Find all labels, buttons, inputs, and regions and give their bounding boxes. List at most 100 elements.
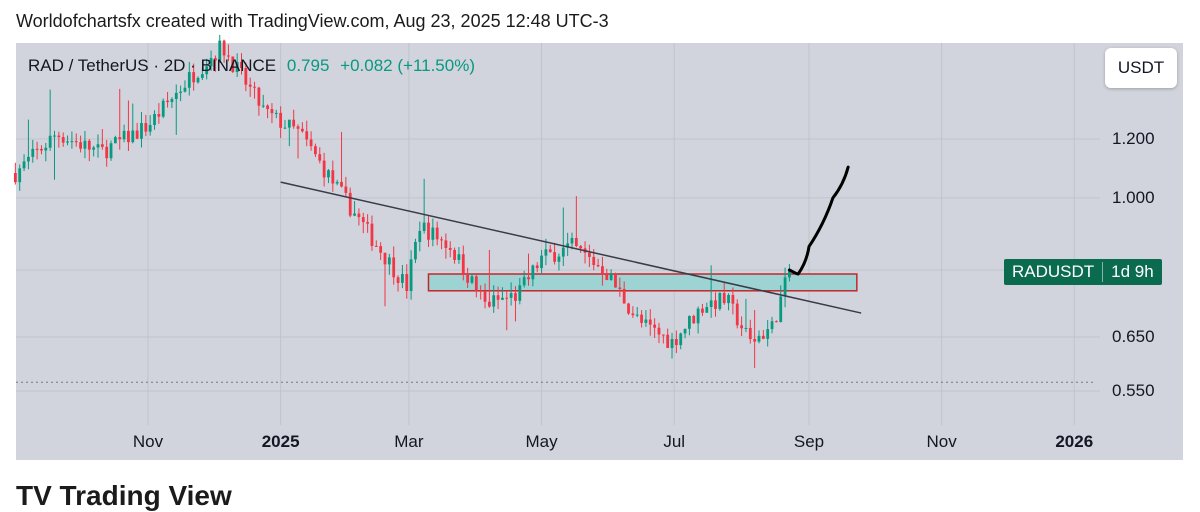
candle-body bbox=[300, 128, 304, 132]
candle bbox=[553, 242, 557, 265]
candle bbox=[96, 134, 100, 158]
candle bbox=[492, 285, 496, 313]
candle-body bbox=[657, 327, 661, 335]
candle bbox=[205, 58, 209, 80]
x-tick-label: Mar bbox=[394, 432, 424, 451]
y-tick-label: 1.200 bbox=[1112, 129, 1155, 148]
candle-body bbox=[601, 266, 604, 275]
candle bbox=[461, 245, 465, 281]
candle bbox=[331, 160, 335, 192]
candle-body bbox=[357, 213, 361, 218]
candle bbox=[327, 169, 330, 184]
candle-body bbox=[788, 270, 791, 278]
badge-divider bbox=[1102, 262, 1104, 282]
candle bbox=[344, 176, 348, 197]
candle-body bbox=[92, 147, 96, 150]
candle bbox=[196, 76, 200, 84]
candle bbox=[727, 293, 730, 311]
candle bbox=[144, 114, 148, 137]
candle bbox=[444, 233, 448, 259]
candle-body bbox=[422, 222, 426, 231]
candle-body bbox=[353, 213, 356, 216]
candle-body bbox=[87, 140, 91, 150]
candle bbox=[140, 111, 143, 148]
candle-body bbox=[779, 296, 783, 323]
candle bbox=[27, 119, 30, 170]
candle-body bbox=[479, 290, 483, 292]
candle bbox=[127, 100, 130, 151]
candle-body bbox=[322, 160, 326, 178]
candle bbox=[527, 253, 530, 286]
candle-body bbox=[440, 239, 443, 241]
candle-body bbox=[753, 339, 757, 342]
y-tick-label: 1.000 bbox=[1112, 187, 1155, 207]
candle-body bbox=[344, 186, 348, 193]
candle bbox=[18, 164, 22, 191]
candle-body bbox=[340, 181, 343, 187]
candle bbox=[348, 187, 352, 218]
candle bbox=[740, 316, 743, 337]
candle bbox=[470, 273, 474, 285]
candle-body bbox=[714, 300, 717, 309]
candle-body bbox=[487, 301, 491, 307]
candle bbox=[44, 142, 48, 162]
candle bbox=[66, 135, 69, 146]
candle bbox=[31, 139, 35, 163]
candle bbox=[788, 264, 791, 282]
candle bbox=[13, 162, 17, 185]
candle-body bbox=[561, 247, 565, 257]
candle-body bbox=[383, 252, 387, 265]
candle bbox=[283, 120, 287, 130]
candle-body bbox=[335, 181, 339, 184]
candle bbox=[35, 141, 39, 160]
candle bbox=[248, 77, 252, 97]
candle-body bbox=[248, 84, 252, 87]
candle bbox=[653, 318, 657, 339]
candle-body bbox=[218, 40, 222, 61]
candle-body bbox=[492, 295, 496, 307]
candle bbox=[118, 88, 122, 150]
candle-body bbox=[118, 137, 122, 140]
candle-body bbox=[496, 295, 500, 300]
candle-body bbox=[331, 170, 335, 184]
candle-body bbox=[48, 135, 52, 148]
currency-unit-button[interactable]: USDT bbox=[1105, 48, 1177, 88]
candle bbox=[222, 39, 226, 63]
candle bbox=[296, 124, 300, 159]
candle-body bbox=[257, 87, 261, 106]
candle bbox=[405, 264, 409, 299]
candle bbox=[270, 103, 274, 124]
candle bbox=[614, 272, 617, 288]
candle-body bbox=[205, 66, 209, 75]
candle-body bbox=[448, 247, 452, 250]
candle bbox=[61, 132, 65, 147]
candle bbox=[340, 132, 343, 188]
candle bbox=[766, 320, 770, 347]
candle bbox=[731, 287, 735, 315]
candle-body bbox=[409, 259, 413, 292]
candle-body bbox=[44, 147, 48, 151]
candle bbox=[53, 130, 56, 180]
candle bbox=[714, 292, 717, 317]
candle bbox=[457, 247, 461, 264]
candle bbox=[631, 306, 635, 318]
price-chart[interactable] bbox=[0, 0, 1200, 497]
candle bbox=[161, 98, 165, 119]
candle-body bbox=[105, 146, 109, 159]
candle bbox=[535, 262, 539, 273]
price-badge: RADUSDT 1d 9h bbox=[1004, 259, 1162, 285]
candle bbox=[487, 249, 491, 308]
candle bbox=[166, 92, 169, 108]
candle-body bbox=[618, 287, 622, 289]
candle-body bbox=[361, 217, 365, 223]
candle bbox=[657, 322, 661, 344]
candle bbox=[400, 264, 404, 289]
candle bbox=[387, 253, 391, 275]
candle bbox=[274, 109, 278, 119]
candle-body bbox=[157, 114, 161, 117]
candle-body bbox=[96, 144, 100, 148]
candle bbox=[396, 275, 400, 292]
candle-body bbox=[61, 137, 65, 143]
candle-body bbox=[209, 58, 213, 67]
candle bbox=[587, 244, 591, 268]
